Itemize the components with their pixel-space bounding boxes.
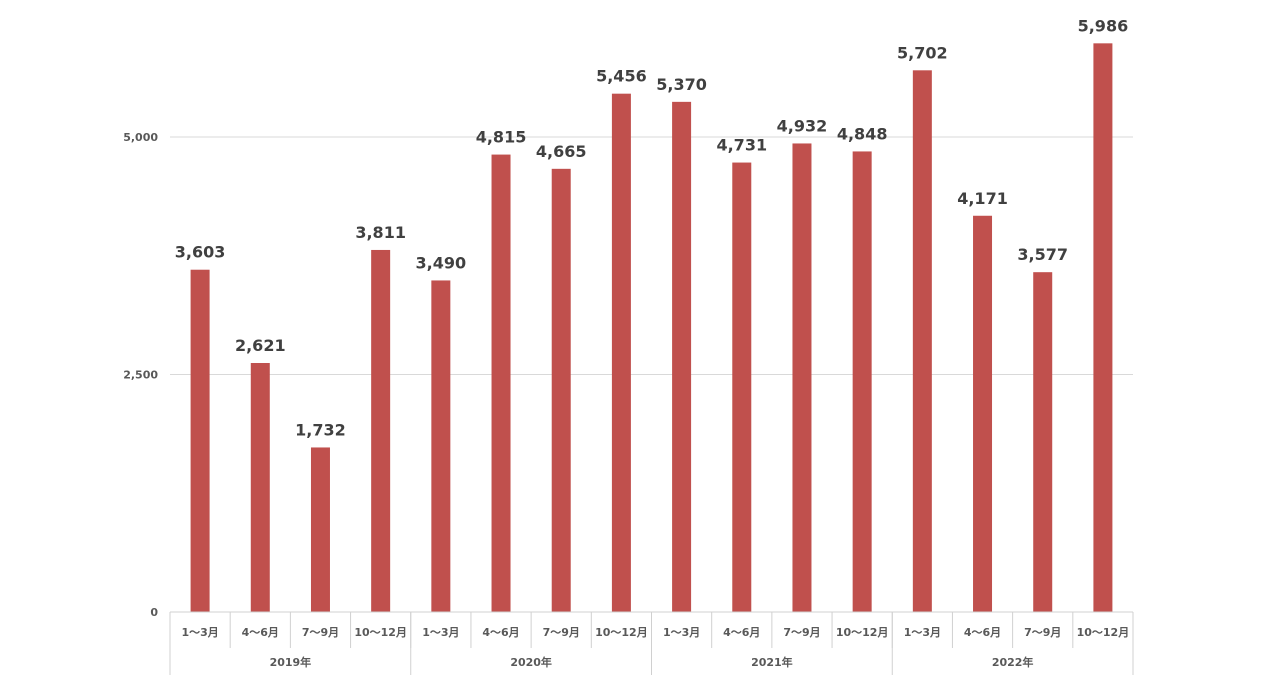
bar — [491, 154, 511, 612]
bar — [551, 168, 571, 612]
x-category-label: 7～9月 — [783, 626, 820, 639]
y-tick-label: 2,500 — [123, 369, 158, 382]
data-label: 4,171 — [957, 189, 1008, 208]
x-category-label: 10～12月 — [1077, 626, 1130, 639]
data-label: 1,732 — [295, 420, 346, 439]
bar — [1093, 43, 1113, 612]
bar — [611, 93, 631, 613]
data-label: 2,621 — [235, 336, 286, 355]
x-category-label: 4～6月 — [964, 626, 1001, 639]
x-category-label: 7～9月 — [302, 626, 339, 639]
data-label: 4,665 — [536, 142, 587, 161]
x-category-label: 10～12月 — [595, 626, 648, 639]
bar — [1033, 272, 1053, 612]
x-category-label: 1～3月 — [181, 626, 218, 639]
x-category-label: 1～3月 — [422, 626, 459, 639]
bar — [250, 363, 270, 612]
data-label: 4,848 — [837, 124, 888, 143]
data-label: 3,811 — [355, 223, 406, 242]
bar — [310, 447, 330, 612]
data-label: 5,456 — [596, 67, 647, 86]
data-label: 4,932 — [777, 116, 828, 135]
data-labels: 3,603 2,621 1,732 3,811 3,490 4,815 4,665 5,456… — [175, 16, 1128, 439]
x-group-label: 2021年 — [751, 655, 793, 669]
bars — [190, 43, 1113, 613]
x-group-label: 2022年 — [992, 655, 1034, 669]
data-label: 3,603 — [175, 243, 226, 262]
bar — [190, 269, 210, 612]
data-label: 5,702 — [897, 43, 948, 62]
x-category-label: 4～6月 — [242, 626, 279, 639]
data-label: 4,815 — [476, 128, 527, 147]
bar — [672, 101, 692, 612]
bar — [852, 151, 872, 612]
bar — [732, 162, 752, 612]
x-category-label: 4～6月 — [482, 626, 519, 639]
data-label: 3,490 — [416, 253, 467, 272]
x-category-label: 7～9月 — [1024, 626, 1061, 639]
y-axis-ticks: 0 2,500 5,000 — [123, 131, 158, 619]
bar — [792, 143, 812, 612]
data-label: 5,370 — [656, 75, 707, 94]
bar — [371, 249, 391, 612]
x-category-label: 10～12月 — [836, 626, 889, 639]
x-category-label: 1～3月 — [904, 626, 941, 639]
bar — [431, 280, 451, 612]
gridlines — [170, 136, 1133, 375]
data-label: 5,986 — [1078, 16, 1129, 35]
x-group-label: 2019年 — [270, 655, 312, 669]
data-label: 4,731 — [716, 136, 767, 155]
x-category-label: 10～12月 — [354, 626, 407, 639]
x-category-label: 4～6月 — [723, 626, 760, 639]
x-category-label: 7～9月 — [543, 626, 580, 639]
x-axis: 1～3月 4～6月 7～9月 10～12月 2019年 1～3月 4～6月 7～9月 10～12… — [169, 611, 1134, 675]
x-category-label: 1～3月 — [663, 626, 700, 639]
bar — [973, 215, 993, 612]
y-tick-label: 5,000 — [123, 131, 158, 144]
data-label: 3,577 — [1017, 245, 1068, 264]
bar — [912, 70, 932, 612]
y-tick-label: 0 — [150, 606, 158, 619]
x-group-label: 2020年 — [510, 655, 552, 669]
